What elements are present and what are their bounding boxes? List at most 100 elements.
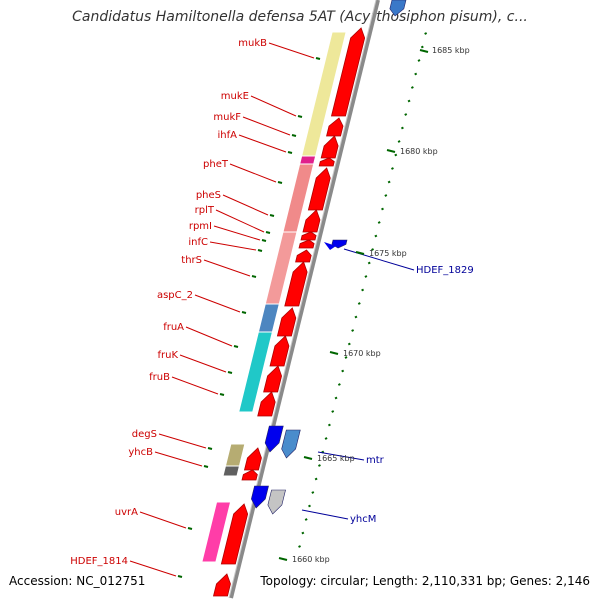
tick-dot (304, 518, 308, 521)
tick-dot (364, 275, 368, 278)
forward-gene-arrow[interactable] (220, 503, 249, 565)
label-leader (268, 42, 315, 59)
scale-tick (419, 49, 429, 53)
label-tick (227, 371, 233, 374)
gene-label[interactable]: yhcM (350, 514, 376, 525)
reverse-gene-arrow[interactable] (264, 425, 284, 453)
category-bar (299, 155, 317, 165)
forward-gene-arrow[interactable] (284, 261, 308, 307)
scale-ticks: 1685 kbp 1680 kbp 1675 kbp 1670 kbp 1665 kbp… (278, 46, 470, 564)
tick-dot (357, 302, 361, 305)
gene-label[interactable]: fruK (157, 350, 178, 361)
forward-gene-arrow[interactable] (320, 135, 339, 159)
tick-dot (394, 153, 398, 157)
label-leader (129, 560, 177, 577)
label-tick (261, 239, 267, 242)
tick-dot (381, 207, 384, 211)
label-leader (185, 326, 233, 347)
gene-label[interactable]: degS (132, 429, 157, 440)
label-tick (177, 575, 183, 578)
topology-text: Topology: circular; Length: 2,110,331 bp… (260, 574, 590, 588)
accession-text: Accession: NC_012751 (9, 574, 146, 588)
gene-label[interactable]: mtr (366, 455, 385, 466)
tick-dot (314, 477, 318, 481)
gene-label[interactable]: thrS (181, 255, 202, 266)
scale-tick (278, 557, 288, 561)
tick-dot (344, 356, 348, 359)
label-tick (257, 249, 263, 252)
backbone-highlight (228, 0, 377, 599)
reverse-gene-arrow[interactable] (251, 485, 269, 509)
gene-label[interactable]: rpmI (189, 221, 212, 232)
forward-gene-arrow[interactable] (276, 307, 297, 337)
label-leader (213, 225, 261, 241)
gene-label[interactable]: mukE (221, 91, 249, 102)
backbone-line (229, 0, 380, 599)
label-tick (241, 311, 247, 314)
label-leader (154, 451, 203, 467)
gene-label[interactable]: fruA (163, 322, 184, 333)
forward-gene-arrow[interactable] (295, 249, 312, 263)
forward-gene-arrow[interactable] (298, 239, 315, 249)
gene-label[interactable]: mukB (238, 38, 267, 49)
scale-tick-label: 1680 kbp (400, 147, 438, 156)
tick-dot (301, 531, 305, 535)
reverse-genes (251, 0, 407, 515)
reverse-gene-marker[interactable] (324, 242, 336, 250)
reverse-gene-arrow[interactable] (281, 429, 301, 459)
forward-gene-arrow[interactable] (330, 27, 366, 117)
scale-tick (355, 251, 365, 255)
label-tick (277, 181, 283, 184)
category-bar (222, 465, 241, 477)
forward-gene-arrow[interactable] (269, 335, 290, 367)
gene-label[interactable]: uvrA (115, 507, 138, 518)
category-bars (201, 31, 347, 563)
gene-label[interactable]: pheT (203, 159, 229, 170)
forward-gene-arrow[interactable] (318, 157, 335, 167)
forward-gene-arrow[interactable] (302, 209, 321, 233)
tick-dot (420, 45, 424, 49)
forward-gene-arrow[interactable] (257, 391, 276, 417)
reverse-gene-arrow[interactable] (389, 0, 407, 17)
gene-label[interactable]: aspC_2 (157, 290, 193, 301)
tick-dot (361, 288, 365, 292)
gene-label[interactable]: HDEF_1829 (416, 265, 474, 276)
gene-label[interactable]: rplT (195, 205, 215, 216)
scale-tick (386, 149, 396, 153)
forward-gene-arrow[interactable] (300, 231, 317, 241)
forward-gene-arrow[interactable] (263, 365, 282, 393)
tick-dot (371, 248, 374, 251)
gene-label[interactable]: mukF (213, 112, 241, 123)
label-leader (250, 95, 297, 117)
label-tick (269, 214, 275, 217)
forward-gene-arrow[interactable] (212, 573, 231, 597)
gene-label[interactable]: yhcB (128, 447, 153, 458)
tick-dot (384, 194, 388, 197)
tick-dot (354, 315, 358, 319)
forward-gene-arrow[interactable] (307, 167, 331, 211)
scale-tick (303, 456, 313, 460)
gene-label[interactable]: pheS (196, 190, 221, 201)
reverse-gene-arrow[interactable] (267, 489, 286, 515)
label-leader (139, 511, 187, 529)
scale-tick-label: 1665 kbp (317, 454, 355, 463)
forward-genes (212, 27, 366, 597)
label-leaders (129, 42, 415, 578)
forward-gene-arrow[interactable] (241, 469, 258, 481)
label-leader (301, 509, 349, 520)
scale-tick-label: 1660 kbp (292, 555, 330, 564)
gene-label[interactable]: fruB (149, 372, 170, 383)
tick-dot (377, 221, 381, 224)
tick-dot (387, 180, 391, 184)
forward-gene-arrow[interactable] (243, 447, 262, 471)
label-leader (343, 248, 415, 271)
gene-label[interactable]: infC (188, 237, 208, 248)
gene-label[interactable]: ihfA (218, 130, 238, 141)
gene-label[interactable]: HDEF_1814 (70, 556, 128, 567)
label-tick (233, 345, 239, 348)
tick-dot (367, 261, 371, 265)
forward-gene-arrow[interactable] (326, 117, 344, 137)
tick-dot (400, 126, 404, 130)
tick-dot (414, 72, 418, 76)
